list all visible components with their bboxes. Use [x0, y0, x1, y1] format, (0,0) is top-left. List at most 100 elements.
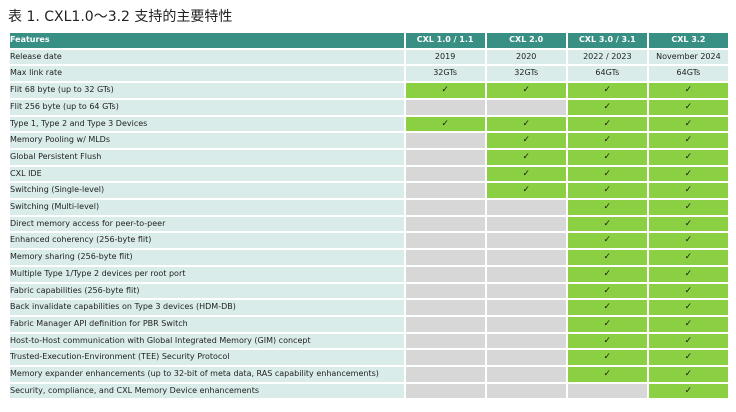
unsupported-cell — [486, 216, 566, 232]
feature-label: Memory sharing (256-byte flit) — [10, 250, 404, 265]
info-cell: 2019 — [405, 49, 485, 65]
feature-label: Back invalidate capabilities on Type 3 d… — [10, 300, 404, 315]
check-icon: ✓ — [684, 101, 693, 112]
feature-row: Trusted-Execution-Environment (TEE) Secu… — [10, 350, 728, 366]
check-icon: ✓ — [684, 118, 693, 129]
check-icon: ✓ — [603, 218, 612, 229]
unsupported-cell — [486, 316, 566, 332]
supported-cell: ✓ — [648, 200, 728, 215]
feature-label: Switching (Single-level) — [10, 183, 404, 199]
feature-label: Direct memory access for peer-to-peer — [10, 216, 404, 232]
feature-label: Switching (Multi-level) — [10, 200, 404, 215]
supported-cell: ✓ — [648, 233, 728, 249]
feature-label: Flit 68 byte (up to 32 GTs) — [10, 83, 404, 98]
info-cell: 2020 — [486, 49, 566, 65]
supported-cell: ✓ — [648, 216, 728, 232]
check-icon: ✓ — [684, 151, 693, 162]
feature-row: Flit 256 byte (up to 64 GTs) ✓ ✓ — [10, 99, 728, 115]
supported-cell: ✓ — [648, 283, 728, 299]
feature-label: Multiple Type 1/Type 2 devices per root … — [10, 266, 404, 282]
supported-cell: ✓ — [567, 183, 647, 199]
feature-label: Enhanced coherency (256-byte flit) — [10, 233, 404, 249]
supported-cell: ✓ — [567, 300, 647, 315]
feature-row: Global Persistent Flush ✓ ✓ ✓ — [10, 149, 728, 165]
check-icon: ✓ — [522, 168, 530, 179]
feature-label: CXL IDE — [10, 166, 404, 182]
check-icon: ✓ — [603, 268, 612, 279]
unsupported-cell — [405, 216, 485, 232]
info-cell: 64GTs — [567, 66, 647, 82]
unsupported-cell — [405, 383, 485, 399]
info-cell: 2022 / 2023 — [567, 49, 647, 65]
unsupported-cell — [486, 283, 566, 299]
unsupported-cell — [567, 383, 647, 399]
supported-cell: ✓ — [648, 166, 728, 182]
check-icon: ✓ — [684, 135, 693, 146]
supported-cell: ✓ — [486, 83, 566, 98]
feature-row: Memory Pooling w/ MLDs ✓ ✓ ✓ — [10, 133, 728, 148]
unsupported-cell — [486, 300, 566, 315]
supported-cell: ✓ — [648, 250, 728, 265]
check-icon: ✓ — [603, 202, 612, 213]
unsupported-cell — [486, 250, 566, 265]
supported-cell: ✓ — [405, 116, 485, 132]
supported-cell: ✓ — [648, 300, 728, 315]
unsupported-cell — [405, 283, 485, 299]
feature-row: Memory expander enhancements (up to 32-b… — [10, 367, 728, 382]
supported-cell: ✓ — [648, 83, 728, 98]
supported-cell: ✓ — [648, 333, 728, 349]
unsupported-cell — [405, 200, 485, 215]
check-icon: ✓ — [603, 235, 612, 246]
feature-row: Switching (Multi-level) ✓ ✓ — [10, 200, 728, 215]
feature-row: Switching (Single-level) ✓ ✓ ✓ — [10, 183, 728, 199]
feature-label: Fabric capabilities (256-byte flit) — [10, 283, 404, 299]
supported-cell: ✓ — [648, 149, 728, 165]
check-icon: ✓ — [522, 118, 530, 129]
check-icon: ✓ — [603, 118, 612, 129]
check-icon: ✓ — [603, 285, 612, 296]
feature-label: Global Persistent Flush — [10, 149, 404, 165]
supported-cell: ✓ — [567, 266, 647, 282]
supported-cell: ✓ — [567, 216, 647, 232]
supported-cell: ✓ — [567, 350, 647, 366]
supported-cell: ✓ — [567, 166, 647, 182]
check-icon: ✓ — [684, 168, 693, 179]
supported-cell: ✓ — [567, 250, 647, 265]
check-icon: ✓ — [684, 302, 693, 313]
info-cell: 32GTs — [405, 66, 485, 82]
feature-row: Host-to-Host communication with Global I… — [10, 333, 728, 349]
column-header-cxl-2-0: CXL 2.0 — [486, 33, 566, 48]
check-icon: ✓ — [603, 185, 612, 196]
check-icon: ✓ — [522, 85, 530, 96]
check-icon: ✓ — [603, 318, 612, 329]
info-cell: 32GTs — [486, 66, 566, 82]
check-icon: ✓ — [684, 335, 693, 346]
supported-cell: ✓ — [486, 116, 566, 132]
feature-row: Fabric capabilities (256-byte flit) ✓ ✓ — [10, 283, 728, 299]
check-icon: ✓ — [684, 218, 693, 229]
header-row: Features CXL 1.0 / 1.1 CXL 2.0 CXL 3.0 /… — [10, 33, 728, 48]
check-icon: ✓ — [684, 285, 693, 296]
feature-label: Fabric Manager API definition for PBR Sw… — [10, 316, 404, 332]
supported-cell: ✓ — [567, 316, 647, 332]
unsupported-cell — [405, 183, 485, 199]
supported-cell: ✓ — [648, 350, 728, 366]
unsupported-cell — [405, 350, 485, 366]
unsupported-cell — [486, 233, 566, 249]
supported-cell: ✓ — [648, 266, 728, 282]
check-icon: ✓ — [603, 252, 612, 263]
feature-row: Multiple Type 1/Type 2 devices per root … — [10, 266, 728, 282]
unsupported-cell — [405, 367, 485, 382]
check-icon: ✓ — [684, 268, 693, 279]
unsupported-cell — [405, 300, 485, 315]
info-row-label: Max link rate — [10, 66, 404, 82]
unsupported-cell — [405, 233, 485, 249]
unsupported-cell — [405, 133, 485, 148]
feature-row: Direct memory access for peer-to-peer ✓ ✓ — [10, 216, 728, 232]
supported-cell: ✓ — [567, 200, 647, 215]
feature-comparison-table: Features CXL 1.0 / 1.1 CXL 2.0 CXL 3.0 /… — [8, 31, 730, 400]
supported-cell: ✓ — [648, 367, 728, 382]
check-icon: ✓ — [603, 302, 612, 313]
supported-cell: ✓ — [567, 83, 647, 98]
check-icon: ✓ — [684, 385, 693, 396]
